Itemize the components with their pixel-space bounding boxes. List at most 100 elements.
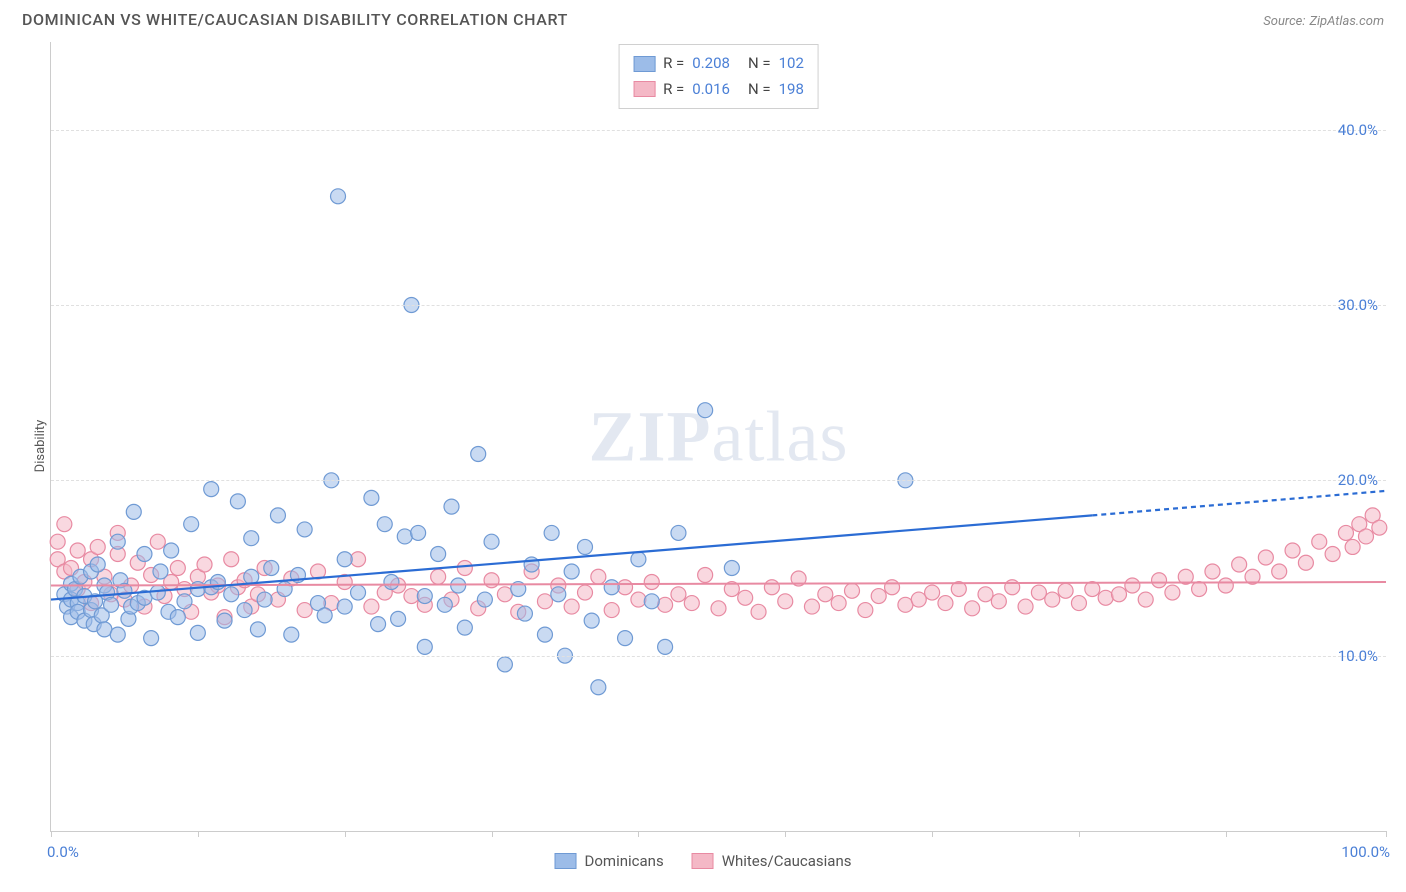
data-point: [411, 525, 426, 540]
data-point: [551, 587, 566, 602]
data-point: [584, 613, 599, 628]
data-point: [1031, 585, 1046, 600]
data-point: [1098, 590, 1113, 605]
data-point: [97, 622, 112, 637]
data-point: [397, 529, 412, 544]
data-point: [297, 522, 312, 537]
data-point: [497, 657, 512, 672]
data-point: [190, 625, 205, 640]
data-point: [738, 590, 753, 605]
data-point: [1325, 546, 1340, 561]
y-tick-label: 40.0%: [1338, 121, 1378, 139]
legend-n-label: N =: [748, 51, 771, 77]
data-point: [351, 585, 366, 600]
data-point: [724, 561, 739, 576]
data-point: [871, 589, 886, 604]
data-point: [1112, 587, 1127, 602]
data-point: [517, 606, 532, 621]
data-point: [184, 517, 199, 532]
data-point: [250, 622, 265, 637]
data-point: [264, 561, 279, 576]
x-tick: [1079, 831, 1080, 837]
data-point: [1058, 583, 1073, 598]
data-point: [1192, 582, 1207, 597]
data-point: [698, 568, 713, 583]
data-point: [778, 594, 793, 609]
data-point: [317, 608, 332, 623]
data-point: [818, 587, 833, 602]
data-point: [144, 631, 159, 646]
data-point: [1312, 534, 1327, 549]
data-point: [257, 592, 272, 607]
chart-svg: [51, 42, 1386, 831]
x-tick-label-right: 100.0%: [1341, 843, 1390, 861]
data-point: [331, 189, 346, 204]
data-point: [1232, 557, 1247, 572]
data-point: [110, 627, 125, 642]
data-point: [1165, 585, 1180, 600]
data-point: [544, 525, 559, 540]
data-point: [938, 596, 953, 611]
data-point: [57, 517, 72, 532]
data-point: [604, 603, 619, 618]
data-point: [591, 680, 606, 695]
data-point: [1372, 520, 1387, 535]
data-point: [197, 557, 212, 572]
data-point: [364, 490, 379, 505]
data-point: [277, 582, 292, 597]
legend-r-label: R =: [663, 77, 684, 103]
data-point: [698, 403, 713, 418]
x-tick: [1226, 831, 1227, 837]
data-point: [1218, 578, 1233, 593]
data-point: [885, 580, 900, 595]
data-point: [126, 504, 141, 519]
x-tick: [1386, 831, 1387, 837]
legend-correlation-row: R =0.208N =102: [633, 51, 804, 77]
data-point: [537, 627, 552, 642]
grid-line: [51, 305, 1386, 306]
data-point: [1205, 564, 1220, 579]
source: Source: ZipAtlas.com: [1263, 10, 1384, 29]
data-point: [431, 569, 446, 584]
data-point: [751, 604, 766, 619]
data-point: [297, 603, 312, 618]
data-point: [217, 613, 232, 628]
legend-swatch: [692, 853, 714, 869]
source-label: Source:: [1263, 14, 1305, 29]
data-point: [764, 580, 779, 595]
data-point: [644, 575, 659, 590]
data-point: [224, 587, 239, 602]
data-point: [1345, 539, 1360, 554]
data-point: [90, 557, 105, 572]
data-point: [431, 546, 446, 561]
data-point: [671, 525, 686, 540]
data-point: [484, 573, 499, 588]
trend-line-extrapolated: [1092, 491, 1386, 516]
x-tick: [345, 831, 346, 837]
data-point: [204, 482, 219, 497]
data-point: [377, 517, 392, 532]
data-point: [457, 561, 472, 576]
legend-r-value: 0.208: [692, 51, 730, 77]
grid-line: [51, 480, 1386, 481]
data-point: [1125, 578, 1140, 593]
x-tick: [638, 831, 639, 837]
legend-series-item: Whites/Caucasians: [692, 852, 852, 870]
data-point: [831, 596, 846, 611]
data-point: [564, 564, 579, 579]
data-point: [484, 534, 499, 549]
data-point: [711, 601, 726, 616]
data-point: [230, 494, 245, 509]
data-point: [1258, 550, 1273, 565]
legend-r-value: 0.016: [692, 77, 730, 103]
data-point: [1152, 573, 1167, 588]
legend-series-item: Dominicans: [555, 852, 664, 870]
data-point: [137, 546, 152, 561]
plot-area: ZIPatlas R =0.208N =102R =0.016N =198 10…: [50, 42, 1386, 832]
x-tick: [492, 831, 493, 837]
data-point: [90, 539, 105, 554]
data-point: [177, 594, 192, 609]
grid-line: [51, 656, 1386, 657]
x-tick: [51, 831, 52, 837]
data-point: [1298, 555, 1313, 570]
